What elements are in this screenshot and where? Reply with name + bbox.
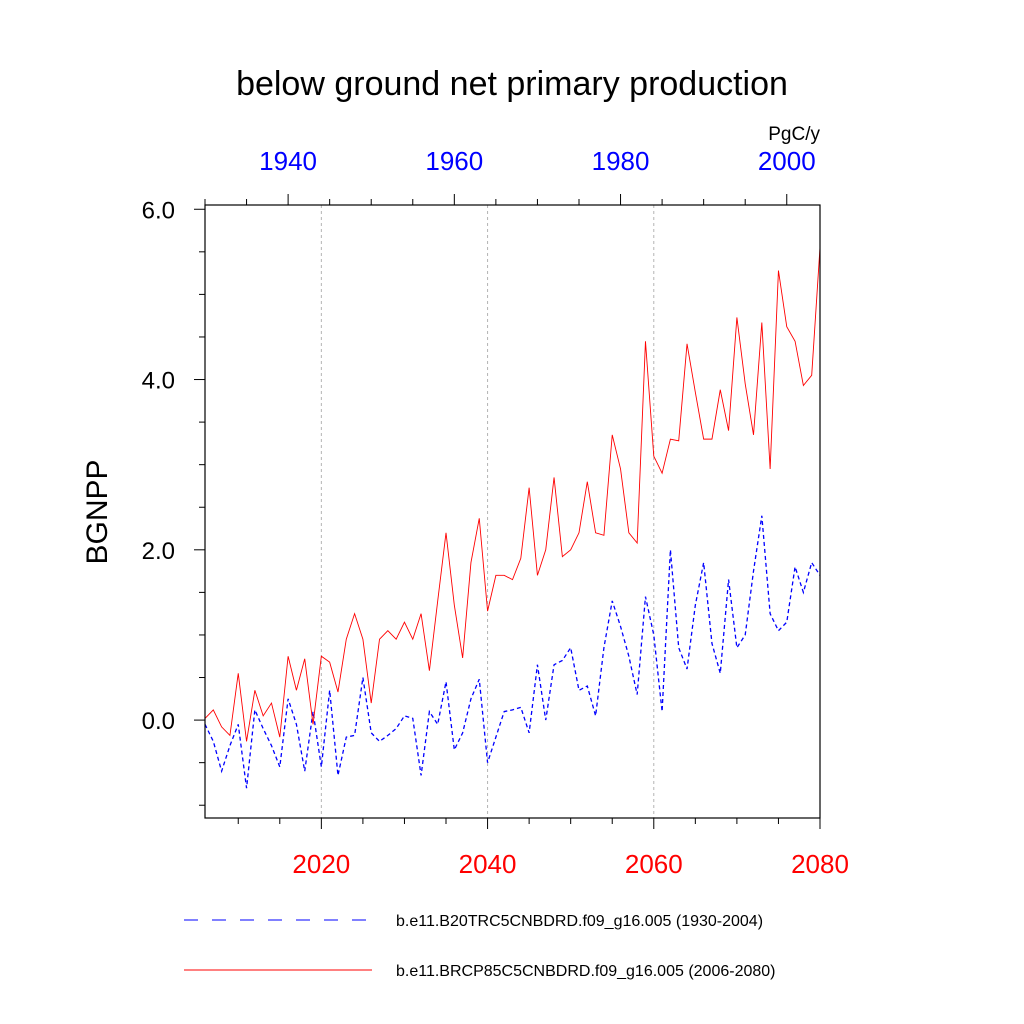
x-top-tick-label-2000: 2000 bbox=[758, 146, 816, 176]
x-top-tick-label-1940: 1940 bbox=[259, 146, 317, 176]
grid-lines bbox=[320, 205, 655, 818]
series-line-rcp85 bbox=[204, 247, 821, 742]
y-tick-label-2.0: 2.0 bbox=[142, 538, 175, 565]
y-tick-label-0.0: 0.0 bbox=[142, 708, 175, 735]
y-tick-label-4.0: 4.0 bbox=[142, 368, 175, 395]
y-tick-label-6.0: 6.0 bbox=[142, 197, 175, 224]
y-axis-label: BGNPP bbox=[81, 459, 114, 564]
x-bottom-tick-label-2040: 2040 bbox=[459, 849, 517, 879]
legend: b.e11.B20TRC5CNBDRD.f09_g16.005 (1930-20… bbox=[184, 913, 775, 980]
x-bottom-tick-label-2080: 2080 bbox=[791, 849, 849, 879]
axes: 2020 2040 2060 2080 1940 1960 1980 2000 0.0 2.0 4.… bbox=[142, 146, 849, 879]
x-bottom-tick-label-2060: 2060 bbox=[625, 849, 683, 879]
series-line-historical bbox=[204, 515, 821, 789]
chart-title: below ground net primary production bbox=[236, 65, 788, 103]
x-bottom-tick-label-2020: 2020 bbox=[292, 849, 350, 879]
plot-frame bbox=[204, 204, 821, 819]
legend-label-historical: b.e11.B20TRC5CNBDRD.f09_g16.005 (1930-20… bbox=[396, 913, 763, 930]
units-label: PgC/y bbox=[768, 124, 820, 145]
legend-label-rcp85: b.e11.BRCP85C5CNBDRD.f09_g16.005 (2006-2… bbox=[396, 963, 775, 980]
x-top-tick-label-1980: 1980 bbox=[592, 146, 650, 176]
x-top-tick-label-1960: 1960 bbox=[425, 146, 483, 176]
series-lines bbox=[204, 247, 821, 789]
